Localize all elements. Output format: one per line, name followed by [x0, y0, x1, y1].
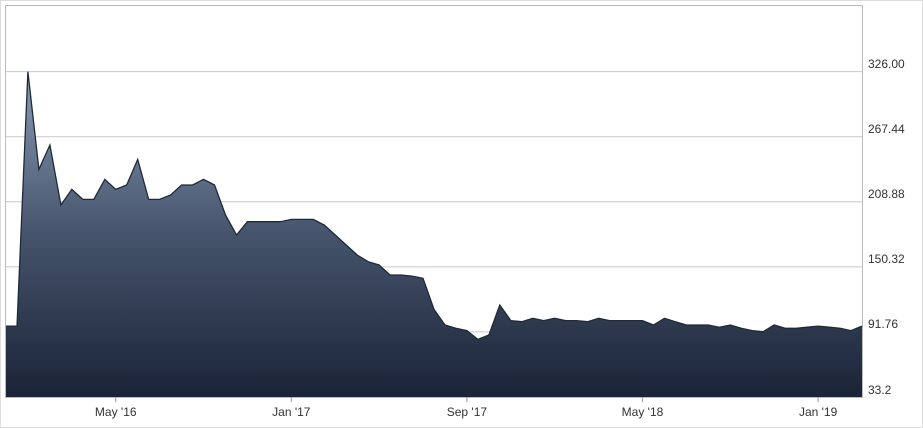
x-tick-label: Sep '17 [447, 405, 488, 419]
y-tick-label: 150.32 [868, 252, 905, 266]
area-line [6, 71, 863, 341]
y-tick-label: 208.88 [868, 187, 905, 201]
x-tick-label: May '18 [622, 405, 664, 419]
area-fill [6, 71, 862, 397]
y-tick-label: 91.76 [868, 317, 898, 331]
x-tick-label: May '16 [95, 405, 137, 419]
y-tick-label: 267.44 [868, 122, 905, 136]
y-tick-label: 33.2 [868, 383, 892, 397]
x-tick-label: Jan '19 [799, 405, 838, 419]
y-tick-label: 326.00 [868, 57, 905, 71]
x-tick-label: Jan '17 [272, 405, 311, 419]
plot-frame [5, 5, 863, 398]
